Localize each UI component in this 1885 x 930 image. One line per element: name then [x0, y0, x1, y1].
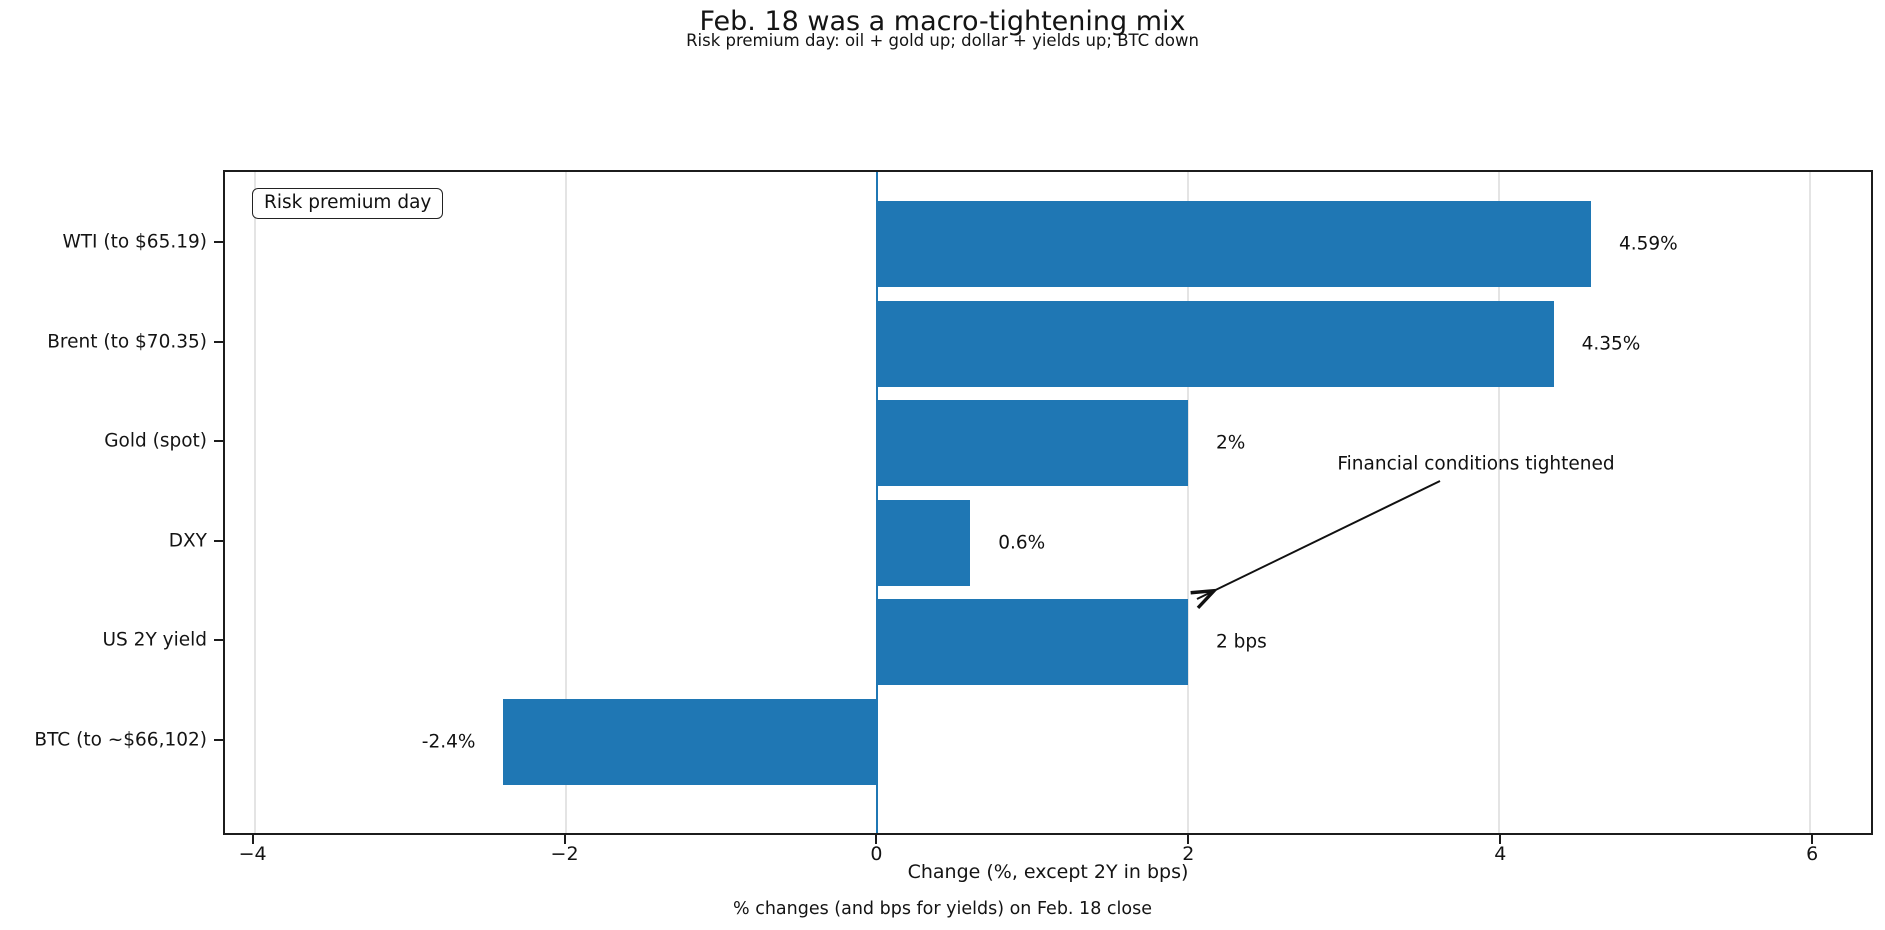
bar-US 2Y yield	[876, 599, 1188, 686]
x-tick-label: 0	[870, 843, 883, 865]
x-gridline	[1809, 172, 1812, 833]
x-tick-label: −2	[550, 843, 579, 865]
category-label: WTI (to $65.19)	[62, 231, 207, 253]
bar-Gold (spot)	[876, 400, 1188, 487]
value-label: 4.35%	[1581, 333, 1641, 355]
x-tick-label: 6	[1806, 843, 1819, 865]
category-label: US 2Y yield	[102, 629, 207, 651]
y-tick-mark	[214, 241, 223, 243]
value-label: 2 bps	[1216, 631, 1267, 653]
category-label: Gold (spot)	[104, 430, 207, 452]
y-tick-mark	[214, 539, 223, 542]
category-label: Brent (to $70.35)	[47, 331, 207, 353]
x-tick-mark	[875, 835, 878, 844]
x-tick-label: −4	[238, 843, 267, 865]
bar-DXY	[876, 499, 971, 586]
bar-WTI (to $65.19)	[876, 201, 1591, 287]
plot-area: 4.59% 4.35% 2% 0.6% 2 bps -2.4% Risk premium …	[223, 170, 1873, 835]
x-tick-mark	[1811, 835, 1814, 844]
x-gridline	[1498, 172, 1501, 833]
bar-BTC (to ~$66,102)	[503, 699, 877, 785]
chart-title: Feb. 18 was a macro-tightening mix	[699, 6, 1186, 37]
chart-subtitle: Risk premium day: oil + gold up; dollar …	[686, 31, 1199, 50]
x-gridline	[1187, 172, 1190, 833]
x-axis-title: Change (%, except 2Y in bps)	[907, 861, 1189, 883]
value-label: 0.6%	[998, 532, 1046, 554]
chart-footnote: % changes (and bps for yields) on Feb. 1…	[733, 899, 1152, 919]
annotation-label: Financial conditions tightened	[1337, 453, 1615, 475]
value-label: 4.59%	[1618, 233, 1678, 255]
bar-Brent (to $70.35)	[876, 300, 1554, 387]
category-label: BTC (to ~$66,102)	[34, 729, 207, 751]
x-tick-mark	[563, 835, 566, 844]
y-tick-mark	[214, 739, 223, 741]
y-tick-mark	[214, 440, 223, 443]
zero-axis-line	[875, 172, 879, 833]
x-tick-mark	[1187, 835, 1190, 844]
x-gridline	[253, 172, 256, 833]
x-tick-label: 4	[1494, 843, 1507, 865]
value-label: -2.4%	[421, 731, 476, 753]
legend: Risk premium day	[252, 188, 444, 219]
x-tick-mark	[1499, 835, 1502, 844]
y-tick-mark	[214, 639, 223, 642]
value-label: 2%	[1216, 432, 1246, 454]
x-gridline	[564, 172, 567, 833]
x-tick-mark	[251, 835, 254, 844]
y-tick-mark	[214, 340, 223, 343]
category-label: DXY	[168, 530, 207, 552]
x-tick-label: 2	[1182, 843, 1195, 865]
